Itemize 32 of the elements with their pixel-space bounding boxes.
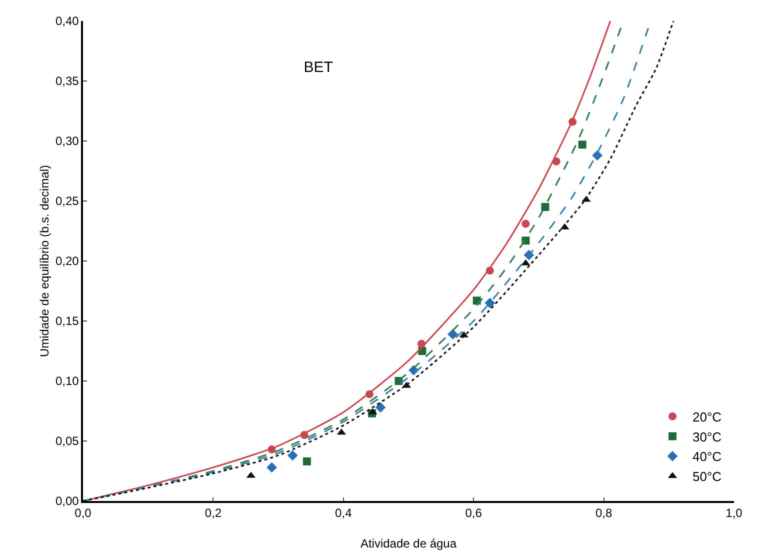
legend-label: 40°C <box>692 449 722 464</box>
x-tick-label: 1,0 <box>726 506 743 520</box>
point <box>592 150 602 161</box>
point <box>266 462 277 473</box>
x-tick-label: 0,8 <box>595 506 612 520</box>
y-axis-title: Umidade de equilíbrio (b.s. decimal) <box>38 164 52 358</box>
x-tick-label: 0,6 <box>465 506 482 520</box>
y-tick-label: 0,35 <box>55 74 80 88</box>
legend-label: 30°C <box>692 429 722 444</box>
legend-label: 20°C <box>692 409 722 424</box>
point <box>522 220 530 228</box>
point <box>484 298 496 308</box>
point <box>302 457 311 466</box>
y-tick-label: 0,25 <box>55 194 80 208</box>
y-tick-label: 0,30 <box>55 134 80 148</box>
x-tick-label: 0,4 <box>335 506 352 520</box>
text: BET <box>304 59 333 76</box>
y-tick-label: 0,00 <box>55 494 80 508</box>
x-tick-label: 0,0 <box>74 506 92 520</box>
y-tick-label: 0,05 <box>55 434 80 448</box>
y-tick-label: 0,20 <box>55 254 80 268</box>
y-tick-label: 0,10 <box>55 374 80 388</box>
y-tick-label: 0,40 <box>55 14 80 28</box>
point <box>578 140 586 149</box>
x-axis-title: Atividade de água <box>360 536 457 550</box>
x-tick-label: 0,2 <box>204 506 222 520</box>
y-tick-label: 0,15 <box>55 314 80 328</box>
point <box>287 450 298 461</box>
point <box>541 203 550 211</box>
legend-label: 50°C <box>692 469 722 484</box>
point <box>448 329 458 340</box>
point <box>375 402 386 413</box>
